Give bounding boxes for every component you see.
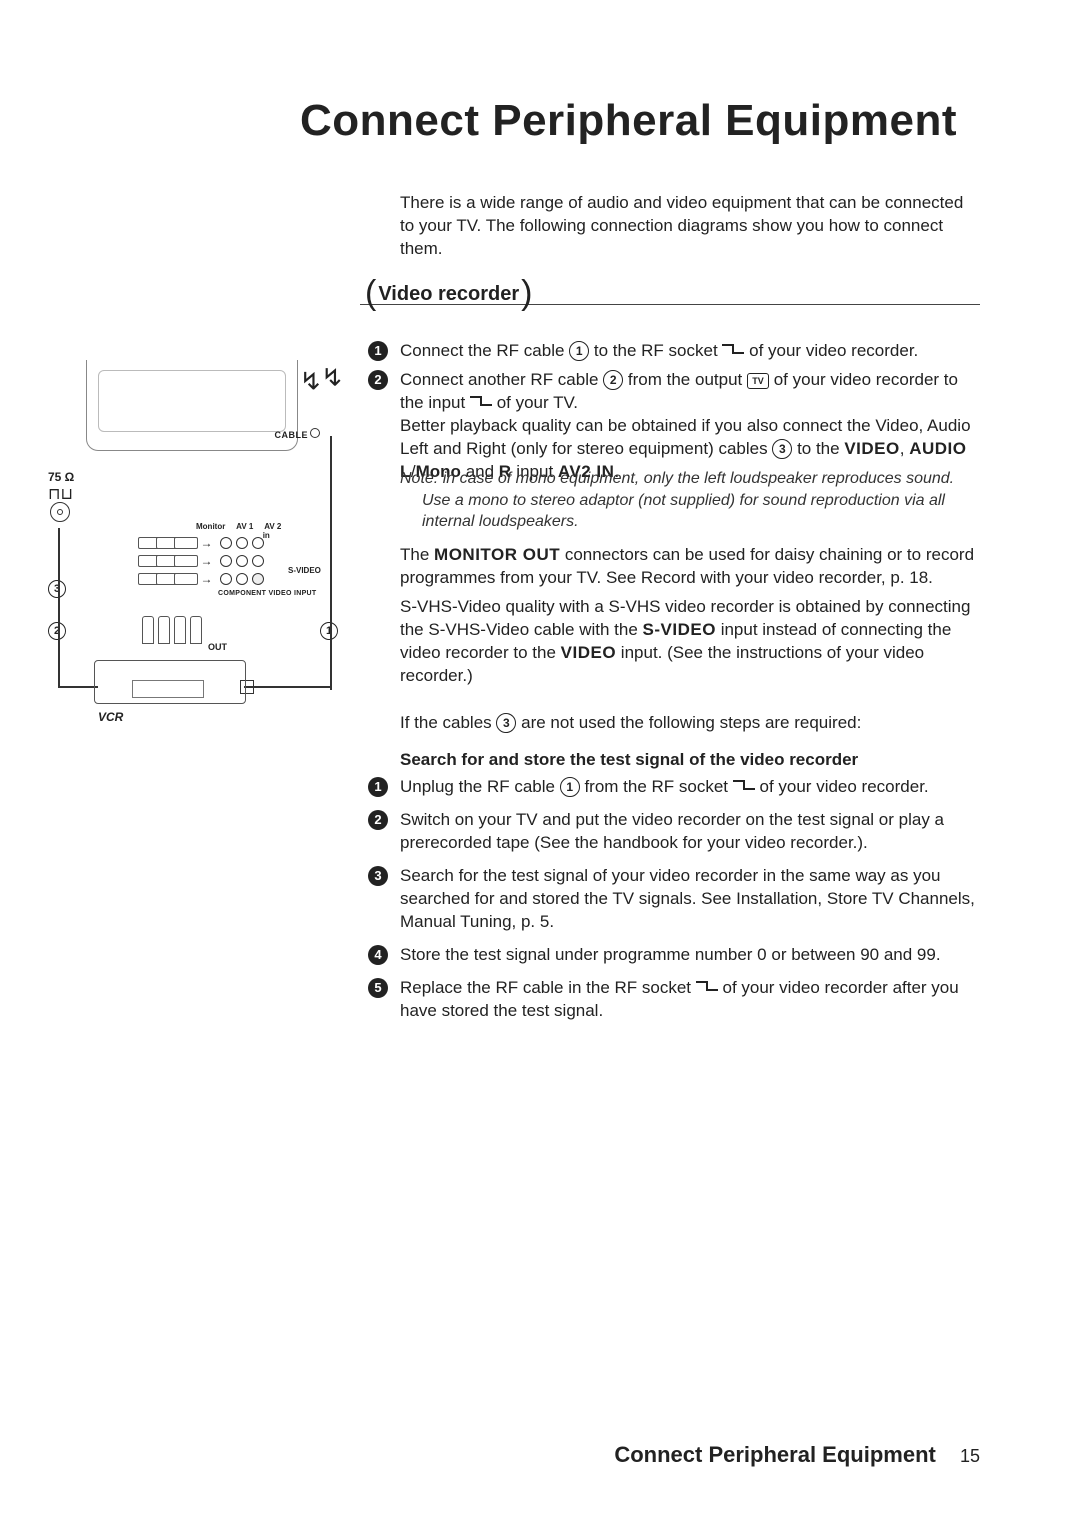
- step-text: Connect another RF cable: [400, 370, 603, 389]
- steps-secondary: 1 Unplug the RF cable 1 from the RF sock…: [400, 776, 985, 1032]
- step-badge: 4: [368, 945, 388, 965]
- manual-page: Connect Peripheral Equipment There is a …: [0, 0, 1080, 1528]
- impedance-label: 75 Ω: [48, 470, 74, 484]
- intro-paragraph: There is a wide range of audio and video…: [400, 192, 980, 261]
- step-b3: 3 Search for the test signal of your vid…: [400, 865, 985, 934]
- kw-video: VIDEO: [844, 439, 899, 458]
- step-text: from the output: [628, 370, 747, 389]
- ref-num-icon: 3: [772, 439, 792, 459]
- sub-header: Search for and store the test signal of …: [400, 750, 980, 770]
- kw-video: VIDEO: [561, 643, 616, 662]
- step-badge: 2: [368, 810, 388, 830]
- svideo-label: S-VIDEO: [288, 566, 321, 575]
- step-badge: 1: [368, 341, 388, 361]
- av2-label: AV 2: [264, 522, 281, 531]
- step-a1: 1 Connect the RF cable 1 to the RF socke…: [400, 340, 985, 363]
- out-label: OUT: [208, 642, 227, 652]
- ref-num-icon: 2: [603, 370, 623, 390]
- antenna-socket-icon: [733, 780, 755, 794]
- step-text: of your TV.: [497, 393, 578, 412]
- rca-row-2: →: [138, 554, 264, 568]
- footer-title: Connect Peripheral Equipment: [614, 1442, 936, 1467]
- wire-right-bottom: [244, 686, 332, 688]
- paragraph-svhs: S-VHS-Video quality with a S-VHS video r…: [400, 596, 980, 688]
- kw-svideo: S-VIDEO: [643, 620, 716, 639]
- antenna-socket-icon: [470, 396, 492, 410]
- av1-label: AV 1: [236, 522, 253, 531]
- rca-row-3: →: [138, 572, 264, 586]
- step-text: Connect the RF cable: [400, 341, 569, 360]
- component-video-label: COMPONENT VIDEO INPUT: [218, 590, 316, 597]
- ref-num-icon: 1: [569, 341, 589, 361]
- step-b4: 4 Store the test signal under programme …: [400, 944, 985, 967]
- step-b2: 2 Switch on your TV and put the video re…: [400, 809, 985, 855]
- page-title: Connect Peripheral Equipment: [300, 96, 990, 146]
- step-badge: 2: [368, 370, 388, 390]
- section-header-text: Video recorder: [376, 283, 521, 306]
- step-b1: 1 Unplug the RF cable 1 from the RF sock…: [400, 776, 985, 799]
- step-badge: 5: [368, 978, 388, 998]
- diagram-ref-3: 3: [48, 580, 66, 598]
- ref-num-icon: 3: [496, 713, 516, 733]
- step-badge: 3: [368, 866, 388, 886]
- step-text: of your video recorder.: [749, 341, 918, 360]
- step-b5: 5 Replace the RF cable in the RF socket …: [400, 977, 985, 1023]
- antenna-socket-icon: [696, 981, 718, 995]
- note-body: Use a mono to stereo adaptor (not suppli…: [400, 490, 980, 533]
- connection-diagram: ↯↯ CABLE 75 Ω ⊓⊔ Monitor AV 1 AV 2 in → …: [48, 360, 338, 750]
- step-a2: 2 Connect another RF cable 2 from the ou…: [400, 369, 985, 484]
- page-number: 15: [960, 1446, 980, 1466]
- note-block: Note: in case of mono equipment, only th…: [400, 468, 980, 533]
- antenna-socket-icon: [722, 344, 744, 358]
- diagram-ref-2: 2: [48, 622, 66, 640]
- diagram-ref-1: 1: [320, 622, 338, 640]
- wire-right: [330, 436, 332, 690]
- step-badge: 1: [368, 777, 388, 797]
- cable-label: CABLE: [275, 430, 309, 440]
- monitor-label: Monitor: [196, 522, 225, 531]
- step-text: to the: [797, 439, 844, 458]
- paragraph-monitor-out: The MONITOR OUT connectors can be used f…: [400, 544, 980, 590]
- vcr-slot-icon: [132, 680, 204, 698]
- vcr-output-jacks: [142, 616, 206, 649]
- wire-left: [58, 528, 60, 688]
- step-text: to the RF socket: [594, 341, 723, 360]
- tv-out-icon: TV: [747, 373, 769, 389]
- coax-socket-icon: [50, 502, 70, 522]
- rca-row-1: →: [138, 536, 264, 550]
- note-lead: Note: in case of mono equipment, only th…: [400, 468, 980, 490]
- cable-plug-icon: [310, 428, 320, 438]
- kw-monitor-out: MONITOR OUT: [434, 545, 560, 564]
- section-header: ( Video recorder ): [365, 283, 532, 306]
- tv-inner-icon: [98, 370, 286, 432]
- page-footer: Connect Peripheral Equipment 15: [614, 1442, 980, 1468]
- wire-left-bottom: [58, 686, 98, 688]
- ref-num-icon: 1: [560, 777, 580, 797]
- antenna-socket-icon: ⊓⊔: [48, 484, 73, 504]
- antenna-icon: ↯↯: [298, 360, 346, 398]
- paragraph-if-cables: If the cables 3 are not used the followi…: [400, 712, 980, 735]
- vcr-label: VCR: [98, 710, 123, 724]
